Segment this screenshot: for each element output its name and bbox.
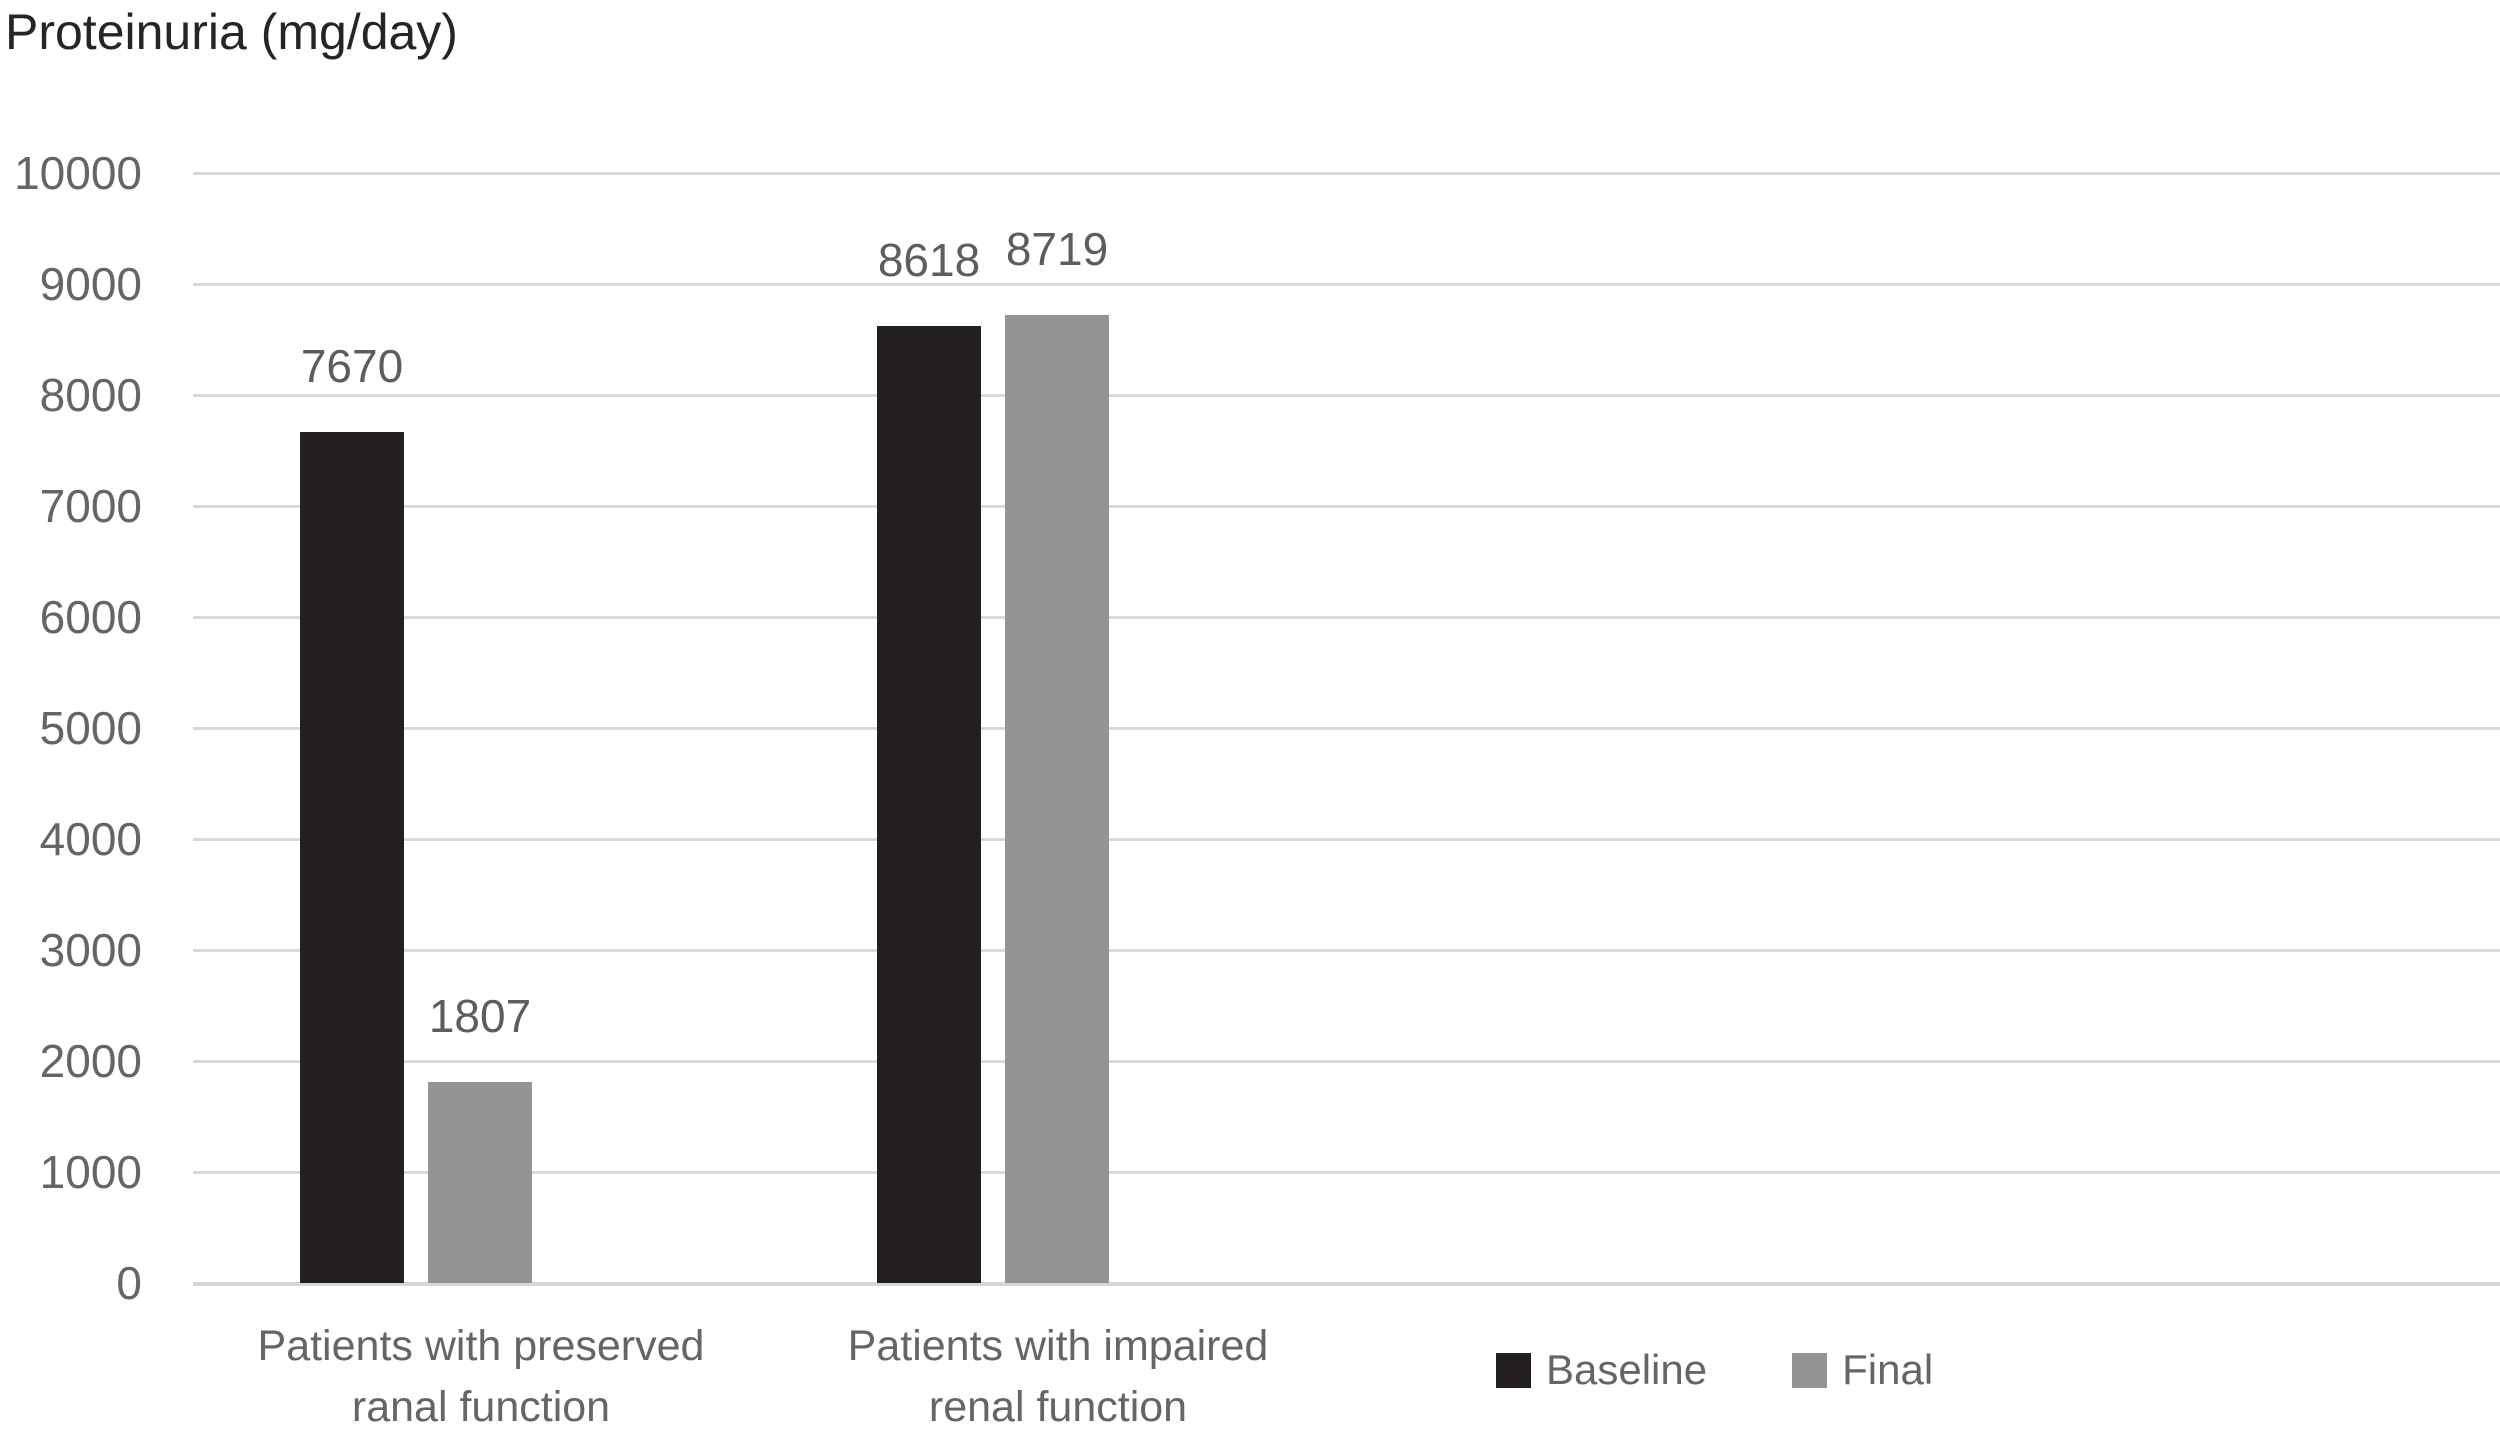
data-label-final-category2: 8719 (1005, 223, 1109, 276)
y-axis-tick-label-1000: 1000 (39, 1146, 142, 1198)
y-axis-tick-label-3000: 3000 (39, 924, 142, 976)
y-axis-tick-label-7000: 7000 (39, 480, 142, 532)
legend-label-final: Final (1842, 1346, 1934, 1393)
gridline-0 (193, 1281, 2500, 1286)
y-axis-tick-label-8000: 8000 (39, 369, 142, 421)
y-axis-tick-label-0: 0 (116, 1257, 142, 1309)
bar-baseline-category2 (877, 326, 981, 1283)
bar-final-category2 (1005, 315, 1109, 1283)
gridline-8000 (193, 393, 2500, 397)
bar-baseline-category1 (300, 431, 404, 1283)
legend-label-baseline: Baseline (1546, 1346, 1708, 1393)
data-label-baseline-category1: 7670 (300, 339, 404, 392)
gridline-4000 (193, 837, 2500, 841)
data-label-final-category1: 1807 (428, 990, 532, 1043)
legend-item-baseline: Baseline (1496, 1346, 1707, 1394)
y-axis-tick-label-9000: 9000 (39, 258, 142, 310)
legend-swatch-baseline-icon (1496, 1352, 1531, 1388)
y-axis-tick-label-4000: 4000 (39, 813, 142, 865)
gridline-7000 (193, 504, 2500, 508)
chart-title: Proteinuria (mg/day) (5, 4, 458, 60)
legend-swatch-final-icon (1792, 1352, 1828, 1388)
gridline-3000 (193, 948, 2500, 952)
gridline-1000 (193, 1170, 2500, 1174)
chart-legend: Baseline Final (1496, 1346, 1933, 1393)
gridline-9000 (193, 282, 2500, 286)
bar-final-category1 (428, 1082, 532, 1283)
gridline-10000 (193, 171, 2500, 175)
gridline-6000 (193, 615, 2500, 619)
gridline-2000 (193, 1059, 2500, 1063)
y-axis-tick-label-6000: 6000 (39, 591, 142, 643)
data-label-baseline-category2: 8618 (877, 234, 981, 287)
x-axis-category-label-1: Patients with preserved ranal function (257, 1322, 705, 1431)
gridline-5000 (193, 726, 2500, 730)
y-axis-tick-label-2000: 2000 (39, 1035, 142, 1087)
legend-item-final: Final (1792, 1346, 1933, 1394)
x-axis-category-label-2: Patients with impaired renal function (847, 1322, 1269, 1431)
y-axis-tick-label-5000: 5000 (39, 702, 142, 754)
y-axis-tick-label-10000: 10000 (14, 147, 142, 199)
